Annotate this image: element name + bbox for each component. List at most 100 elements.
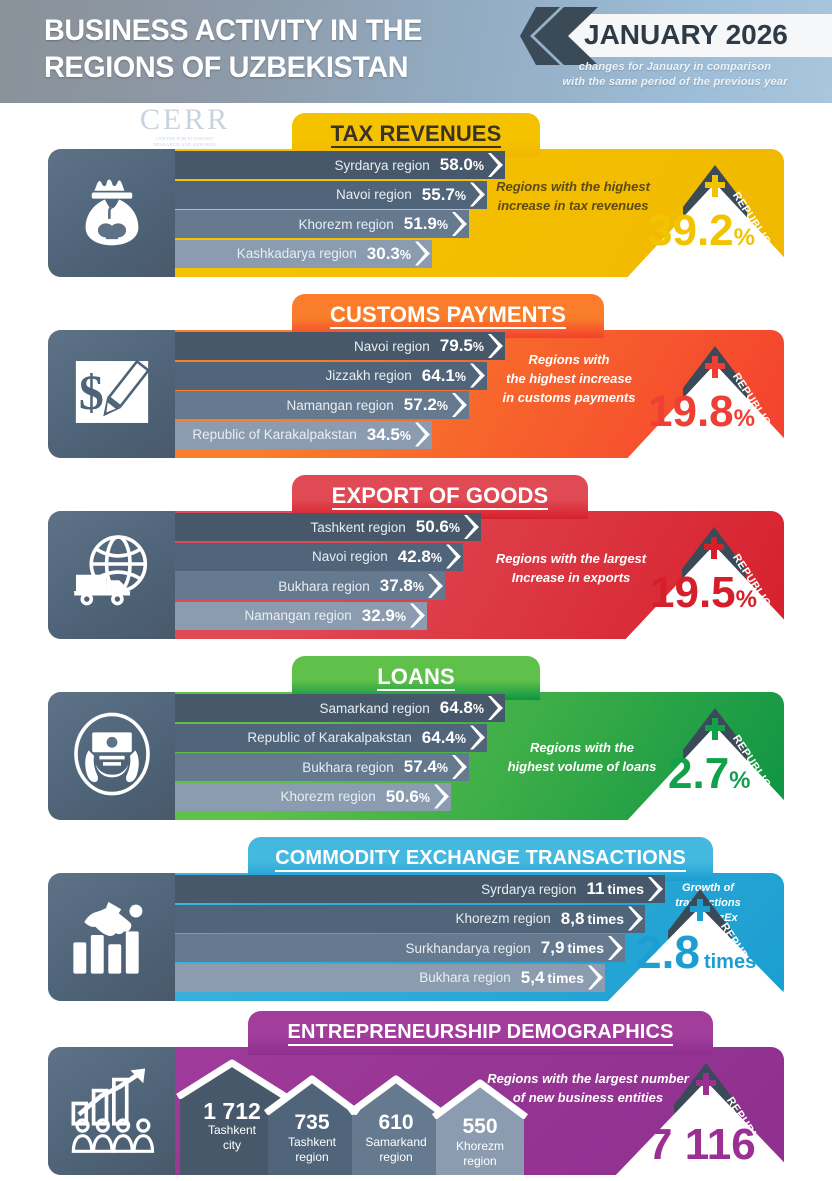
- bar-value: 55.7%: [422, 185, 470, 205]
- bar-value-number: 57.2: [403, 395, 437, 414]
- cerr-logo: CERR CENTER FOR ECONOMIC RESEARCH AND RE…: [110, 104, 260, 152]
- bar-region-label: Navoi region: [353, 338, 430, 354]
- section-note-loans: Regions with the highest volume of loans: [498, 738, 666, 776]
- bar-value: 42.8%: [398, 547, 446, 567]
- bar-arrow-icon: [488, 153, 503, 177]
- bar-value: 8,8 times: [561, 909, 628, 929]
- bar-value-unit: times: [567, 940, 604, 956]
- bar-region-label: Navoi region: [335, 187, 412, 202]
- peak-label-line2: city: [223, 1138, 241, 1152]
- bar-row: Khorezm region 50.6%: [175, 782, 451, 811]
- section-note-tax-revenues: Regions with the highest increase in tax …: [488, 177, 658, 215]
- republic-value-tax-revenues: 39.2%: [648, 209, 755, 260]
- bar-value-number: 57.4: [403, 757, 437, 776]
- section-bars-commodity-exchange-transactions: Syrdarya region 11 times Khorezm region 8,8 t…: [175, 875, 665, 999]
- bar-region-label: Bukhara region: [278, 578, 370, 594]
- section-title-tab-entrepreneurship-demographics: ENTREPRENEURSHIP DEMOGRAPHICS: [248, 1011, 713, 1055]
- bar-value: 51.9%: [404, 214, 452, 234]
- republic-mountain-export-of-goods: [618, 511, 810, 639]
- section-note-line: of new business entities: [512, 1090, 664, 1105]
- bar-region-label: Khorezm region: [298, 216, 394, 232]
- peak-label-line2: region: [463, 1154, 497, 1168]
- republic-value-unit: %: [735, 586, 757, 613]
- bar-value: 79.5%: [440, 336, 488, 356]
- bar-value-unit: %: [454, 731, 466, 746]
- bar-row: Syrdarya region 11 times: [175, 875, 665, 903]
- republic-value-number: 2.7: [668, 749, 730, 798]
- peak-label-line1: Khorezm: [455, 1139, 505, 1153]
- section-title-tax-revenues: TAX REVENUES: [330, 120, 502, 148]
- bar-row: Samarkand region 64.8%: [175, 694, 505, 722]
- bar-row: Bukhara region 57.4%: [175, 753, 469, 781]
- section-note-line: Growth of: [682, 882, 734, 894]
- bar-value: 34.5%: [367, 425, 415, 445]
- bar-row: Navoi region 79.5%: [175, 332, 505, 360]
- section-export-of-goods: EXPORT OF GOODS Tashkent region 50.6% Navoi…: [0, 475, 832, 645]
- bar-value-unit: %: [418, 790, 430, 805]
- bar-value-number: 64.8: [439, 698, 473, 717]
- section-note-entrepreneurship-demographics: Regions with the largest number of new bu…: [468, 1069, 708, 1107]
- bar-arrow-icon: [488, 696, 503, 720]
- bar-value-unit: %: [472, 340, 484, 354]
- globe-truck-icon: [67, 528, 157, 623]
- section-title-tab-tax-revenues: TAX REVENUES: [292, 113, 540, 157]
- bar-region-label: Samarkand region: [319, 700, 430, 716]
- section-note-line: Regions with the highest: [496, 179, 650, 194]
- cerr-logo-sub1: CENTER FOR ECONOMIC: [155, 136, 215, 141]
- bar-row: Republic of Karakalpakstan 34.5%: [175, 420, 432, 449]
- republic-value-number: 39.2: [648, 206, 734, 255]
- bar-value: 50.6%: [386, 787, 434, 807]
- bar-arrow-icon: [452, 212, 467, 236]
- section-note-line: increase in tax revenues: [497, 198, 649, 213]
- section-icon-box-tax-revenues: [48, 149, 175, 277]
- bar-arrow-icon: [464, 515, 479, 539]
- bar-region-label: Tashkent region: [310, 519, 406, 535]
- dollar-pencil-icon: $: [69, 349, 155, 440]
- republic-value-number: 19.5: [650, 568, 736, 617]
- cerr-logo-sub2: RESEARCH AND REFORMS: [153, 142, 217, 147]
- people-growth-icon: [66, 1063, 158, 1160]
- bar-value-unit: %: [399, 428, 411, 443]
- section-title-loans: LOANS: [377, 663, 455, 691]
- bar-value-unit: %: [454, 188, 466, 203]
- bar-value: 58.0%: [440, 155, 488, 175]
- date-label: JANUARY 2026: [584, 19, 788, 50]
- bar-value-number: 55.7: [421, 184, 455, 204]
- peak-value: 735: [294, 1111, 330, 1134]
- bar-row: Khorezm region 51.9%: [175, 210, 469, 238]
- bar-arrow-icon: [452, 393, 467, 417]
- section-note-line: Regions with the: [530, 740, 634, 755]
- bar-region-label: Khorezm region: [455, 911, 551, 926]
- bar-row: Namangan region 32.9%: [175, 601, 427, 630]
- section-icon-box-entrepreneurship-demographics: [48, 1047, 175, 1175]
- republic-value-loans: 2.7%: [668, 752, 751, 803]
- handshake-bars-icon: [66, 889, 158, 986]
- bar-region-label: Bukhara region: [302, 759, 394, 775]
- section-bars-customs-payments: Navoi region 79.5% Jizzakh region 64.1% Nama…: [175, 332, 665, 456]
- bar-arrow-icon: [428, 574, 443, 598]
- bar-value-unit: %: [436, 218, 448, 232]
- bar-value-unit: %: [399, 247, 411, 262]
- peak-label-line1: Tashkent: [287, 1135, 337, 1149]
- republic-value-unit: %: [729, 767, 751, 794]
- section-customs-payments: CUSTOMS PAYMENTS $ Navoi region 79.5% Jizzak…: [0, 294, 832, 464]
- bar-value-number: 51.9: [403, 214, 437, 233]
- section-title-tab-export-of-goods: EXPORT OF GOODS: [292, 475, 588, 519]
- section-note-line: the highest increase: [506, 371, 632, 386]
- header-date-block: JANUARY 2026 changes for January in comp…: [520, 0, 832, 103]
- bar-value: 11 times: [586, 879, 648, 899]
- money-hands-icon: [67, 709, 157, 804]
- bar-value-unit: %: [412, 580, 424, 594]
- money-bag-icon: [68, 167, 156, 260]
- bar-arrow-icon: [470, 725, 485, 750]
- bar-region-label: Syrdarya region: [334, 157, 430, 173]
- bar-value-unit: %: [448, 521, 460, 535]
- section-bars-loans: Samarkand region 64.8% Republic of Karakal…: [175, 694, 665, 818]
- bar-arrow-icon: [434, 784, 449, 809]
- bar-region-label: Namangan region: [286, 397, 394, 413]
- republic-value-unit: times: [703, 951, 757, 973]
- section-note-line: in customs payments: [502, 390, 636, 405]
- date-subnote-line2: with the same period of the previous yea…: [562, 76, 788, 88]
- bar-value: 50.6%: [416, 517, 464, 537]
- republic-value-number: 19.8: [648, 387, 734, 436]
